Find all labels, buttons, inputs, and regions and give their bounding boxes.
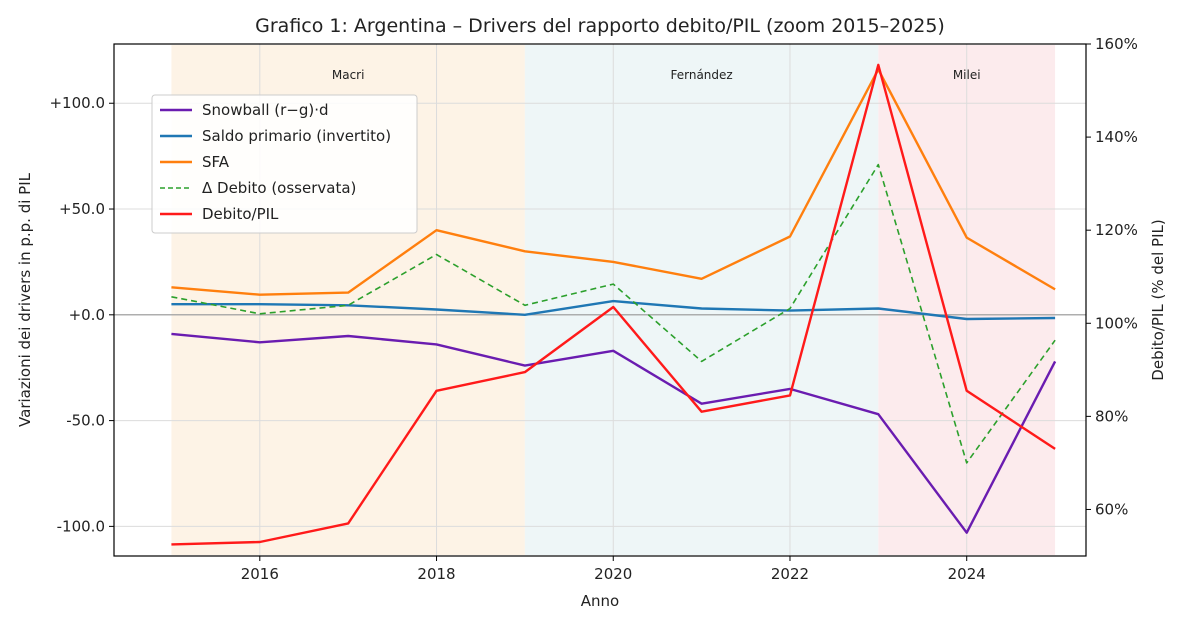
y-right-axis-label: Debito/PIL (% del PIL)	[1149, 219, 1167, 380]
era-labels: Macri Fernández Milei	[332, 68, 981, 82]
x-tick-label: 2024	[948, 565, 986, 583]
y-left-axis-label: Variazioni dei drivers in p.p. di PIL	[16, 172, 34, 427]
legend-label-4: Debito/PIL	[202, 205, 279, 223]
legend-label-0: Snowball (r−g)·d	[202, 101, 329, 119]
y-left-tick-label: +0.0	[69, 306, 105, 324]
series-line-2	[171, 68, 1056, 296]
y-right-tick-label: 100%	[1095, 314, 1138, 332]
y-left-tick-label: -100.0	[57, 517, 105, 535]
era-label: Macri	[332, 68, 365, 82]
x-tick-label: 2020	[594, 565, 632, 583]
y-right-tick-label: 120%	[1095, 221, 1138, 239]
y-left-tick-label: +100.0	[49, 94, 105, 112]
y-right-tick-label: 140%	[1095, 128, 1138, 146]
series-line-1	[171, 299, 1056, 321]
chart-title: Grafico 1: Argentina – Drivers del rappo…	[255, 15, 945, 37]
y-right-axis-ticks: 60% 80% 100% 120% 140% 160%	[1086, 35, 1138, 518]
x-axis-ticks: 2016 2018 2020 2022 2024	[241, 556, 986, 583]
x-tick-label: 2018	[417, 565, 455, 583]
series-line-3	[171, 163, 1056, 464]
series-lines	[171, 63, 1057, 546]
legend-box	[151, 94, 418, 234]
legend-label-3: Δ Debito (osservata)	[202, 179, 356, 197]
legend: Snowball (r−g)·d Saldo primario (invertit…	[151, 94, 418, 234]
y-left-tick-label: -50.0	[66, 412, 105, 430]
series-line-4	[171, 63, 1056, 546]
legend-label-1: Saldo primario (invertito)	[202, 127, 391, 145]
x-tick-label: 2022	[771, 565, 809, 583]
x-axis-label: Anno	[581, 592, 619, 610]
era-label: Fernández	[671, 68, 733, 82]
y-left-tick-label: +50.0	[59, 200, 105, 218]
era-band-1	[524, 45, 879, 555]
y-right-tick-label: 160%	[1095, 35, 1138, 53]
series-line-0	[171, 332, 1057, 534]
era-label: Milei	[953, 68, 981, 82]
y-right-tick-label: 60%	[1095, 500, 1128, 518]
x-tick-label: 2016	[241, 565, 279, 583]
y-left-axis-ticks: +100.0 +50.0 +0.0 -50.0 -100.0	[49, 94, 114, 535]
plot-frame	[113, 43, 1087, 557]
legend-label-2: SFA	[202, 153, 230, 171]
y-right-tick-label: 80%	[1095, 407, 1128, 425]
